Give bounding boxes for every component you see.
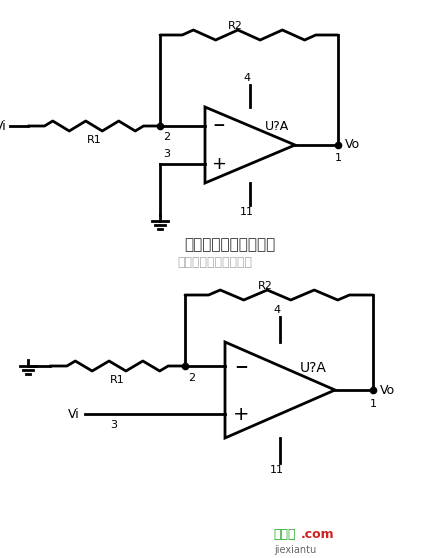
Text: +: +	[233, 405, 249, 424]
Text: +: +	[212, 155, 227, 173]
Text: 接线图: 接线图	[274, 528, 296, 541]
Text: Vi: Vi	[0, 119, 7, 132]
Text: Vo: Vo	[380, 383, 395, 397]
Text: Vo: Vo	[345, 138, 360, 152]
Text: 4: 4	[273, 305, 280, 315]
Text: 2: 2	[163, 132, 170, 142]
Text: 2: 2	[188, 373, 195, 383]
Text: R2: R2	[227, 21, 243, 31]
Text: R1: R1	[86, 135, 101, 145]
Text: 11: 11	[270, 465, 284, 475]
Text: −: −	[212, 118, 225, 133]
Text: .com: .com	[301, 528, 335, 541]
Text: 4: 4	[243, 73, 251, 83]
Text: 11: 11	[240, 207, 254, 217]
Text: R2: R2	[258, 281, 273, 291]
Text: U?A: U?A	[265, 121, 289, 133]
Text: Vi: Vi	[68, 407, 80, 421]
Text: U?A: U?A	[300, 361, 326, 375]
Text: 3: 3	[163, 149, 170, 159]
Text: −: −	[234, 357, 248, 375]
Text: 运算放大器－反相输入: 运算放大器－反相输入	[184, 238, 276, 253]
Text: 3: 3	[110, 420, 117, 430]
Text: 1: 1	[369, 399, 377, 409]
Text: jiexiantu: jiexiantu	[274, 545, 316, 555]
Text: 杭州将睿科技有限公司: 杭州将睿科技有限公司	[178, 256, 252, 268]
Text: R1: R1	[110, 375, 125, 385]
Text: 1: 1	[335, 153, 341, 163]
